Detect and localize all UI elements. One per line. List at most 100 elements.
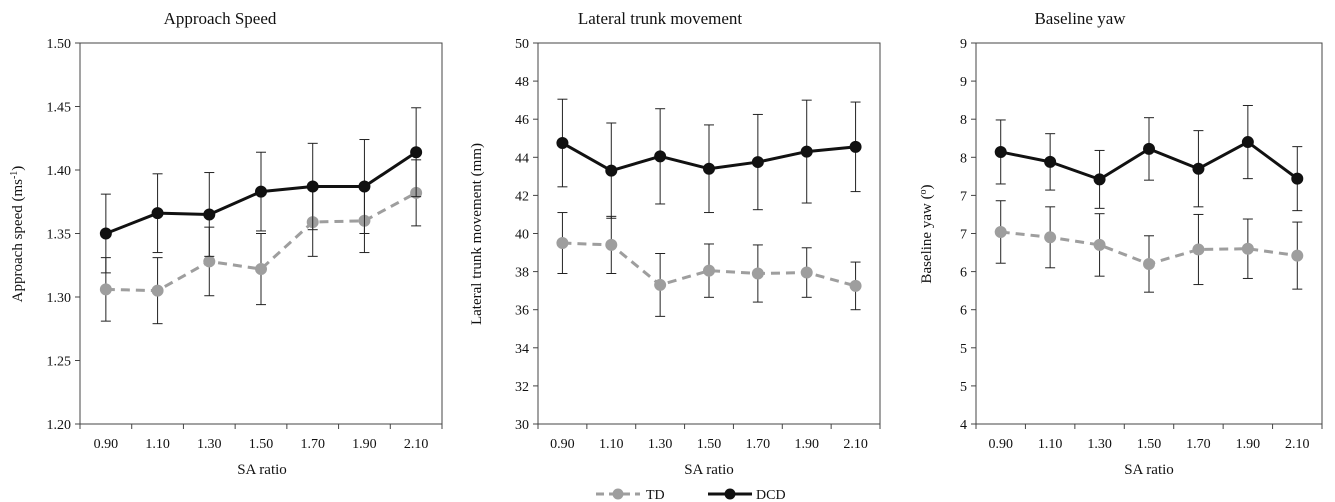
data-point-td — [994, 225, 1007, 238]
data-point-td — [1143, 257, 1155, 270]
x-tick-label: 1.90 — [352, 437, 377, 452]
y-tick-label: 1.35 — [47, 228, 72, 243]
x-tick-label: 1.30 — [1087, 437, 1112, 452]
y-tick-label: 8 — [960, 113, 967, 128]
legend-marker — [612, 488, 624, 500]
legend-marker — [724, 488, 736, 500]
data-point-td — [255, 263, 267, 276]
data-point-dcd — [1241, 136, 1254, 149]
data-point-td — [1241, 242, 1254, 255]
data-point-dcd — [410, 146, 423, 159]
data-point-td — [151, 284, 164, 297]
y-tick-label: 42 — [515, 189, 529, 204]
y-tick-label: 5 — [960, 342, 967, 357]
data-point-td — [1044, 231, 1057, 244]
series-dcd — [994, 104, 1304, 212]
y-tick-label: 32 — [515, 380, 529, 395]
plot-frame — [975, 42, 1323, 425]
data-point-td — [1093, 238, 1106, 251]
data-point-dcd — [1093, 173, 1106, 186]
chart-panel-3: Baseline yaw 4 5 5 6 6 7 7 8 8 9 9 0.90 1.10 1.30 1.50 1… — [918, 9, 1323, 478]
chart-title: Approach Speed — [164, 9, 277, 28]
x-tick-label: 1.70 — [1186, 437, 1211, 452]
y-axis-label: Approach speed (ms-1) — [9, 166, 27, 303]
legend-label: DCD — [756, 488, 786, 502]
y-tick-label: 1.30 — [47, 291, 72, 306]
y-tick-label: 6 — [960, 266, 967, 281]
data-point-td — [605, 238, 618, 251]
x-tick-label: 2.10 — [843, 437, 868, 452]
y-tick-label: 1.50 — [47, 37, 72, 52]
x-tick-label: 1.70 — [300, 437, 325, 452]
y-tick-label: 1.20 — [47, 418, 72, 433]
y-tick-label: 7 — [960, 228, 967, 243]
x-tick-label: 1.10 — [145, 437, 170, 452]
chart-panel-2: Lateral trunk movement 30 32 34 36 38 40 42 44 46… — [469, 9, 881, 478]
y-tick-label: 1.40 — [47, 164, 72, 179]
legend: TD DCD — [596, 488, 786, 502]
data-point-dcd — [703, 162, 715, 175]
data-point-dcd — [1291, 172, 1304, 185]
chart-title: Baseline yaw — [1034, 9, 1126, 28]
y-tick-label: 9 — [960, 75, 967, 90]
data-point-dcd — [203, 208, 216, 221]
x-tick-label: 1.10 — [599, 437, 624, 452]
data-point-td — [99, 283, 112, 296]
y-tick-label: 48 — [515, 75, 529, 90]
data-point-td — [1291, 249, 1304, 262]
y-tick-label: 7 — [960, 189, 967, 204]
y-tick-label: 1.25 — [47, 355, 72, 370]
x-tick-label: 1.50 — [1137, 437, 1162, 452]
x-tick-label: 1.30 — [197, 437, 222, 452]
y-tick-label: 34 — [515, 342, 529, 357]
x-axis-label: SA ratio — [684, 462, 734, 478]
y-axis-label: Lateral trunk movement (mm) — [469, 143, 485, 325]
series-td — [556, 212, 862, 317]
legend-entry-td: TD — [596, 488, 665, 502]
y-tick-label: 50 — [515, 37, 529, 52]
data-point-td — [703, 264, 715, 277]
y-tick-label: 44 — [515, 151, 529, 166]
legend-entry-dcd: DCD — [708, 488, 786, 502]
x-tick-label: 1.50 — [697, 437, 722, 452]
y-tick-label: 6 — [960, 304, 967, 319]
x-axis-label: SA ratio — [1124, 462, 1174, 478]
legend-label: TD — [646, 488, 665, 502]
series-td — [994, 200, 1304, 293]
data-point-td — [1192, 243, 1205, 256]
data-point-td — [654, 278, 667, 291]
data-point-td — [849, 279, 862, 292]
x-tick-label: 1.90 — [794, 437, 819, 452]
y-tick-label: 4 — [960, 418, 967, 433]
chart-title: Lateral trunk movement — [578, 9, 743, 28]
data-point-td — [556, 237, 569, 250]
x-tick-label: 2.10 — [1285, 437, 1310, 452]
x-tick-label: 1.70 — [746, 437, 771, 452]
series-dcd — [556, 98, 862, 219]
data-point-dcd — [654, 150, 667, 163]
x-tick-label: 2.10 — [404, 437, 429, 452]
plot-frame — [537, 42, 881, 425]
data-point-dcd — [1044, 155, 1057, 168]
y-tick-label: 46 — [515, 113, 529, 128]
series-dcd — [99, 107, 423, 274]
x-tick-label: 1.10 — [1038, 437, 1063, 452]
x-tick-label: 0.90 — [94, 437, 119, 452]
y-tick-label: 36 — [515, 304, 529, 319]
data-point-dcd — [151, 207, 164, 220]
y-tick-label: 8 — [960, 151, 967, 166]
x-tick-label: 1.50 — [249, 437, 274, 452]
data-point-dcd — [556, 137, 569, 150]
x-tick-label: 1.90 — [1236, 437, 1261, 452]
y-tick-label: 1.45 — [47, 101, 72, 116]
y-axis-label: Baseline yaw (o) — [918, 184, 936, 283]
y-tick-label: 40 — [515, 228, 529, 243]
data-point-dcd — [605, 164, 618, 177]
data-point-td — [751, 267, 764, 280]
y-tick-label: 30 — [515, 418, 529, 433]
data-point-dcd — [255, 185, 267, 198]
y-tick-label: 38 — [515, 266, 529, 281]
data-point-dcd — [849, 140, 862, 153]
y-tick-label: 5 — [960, 380, 967, 395]
